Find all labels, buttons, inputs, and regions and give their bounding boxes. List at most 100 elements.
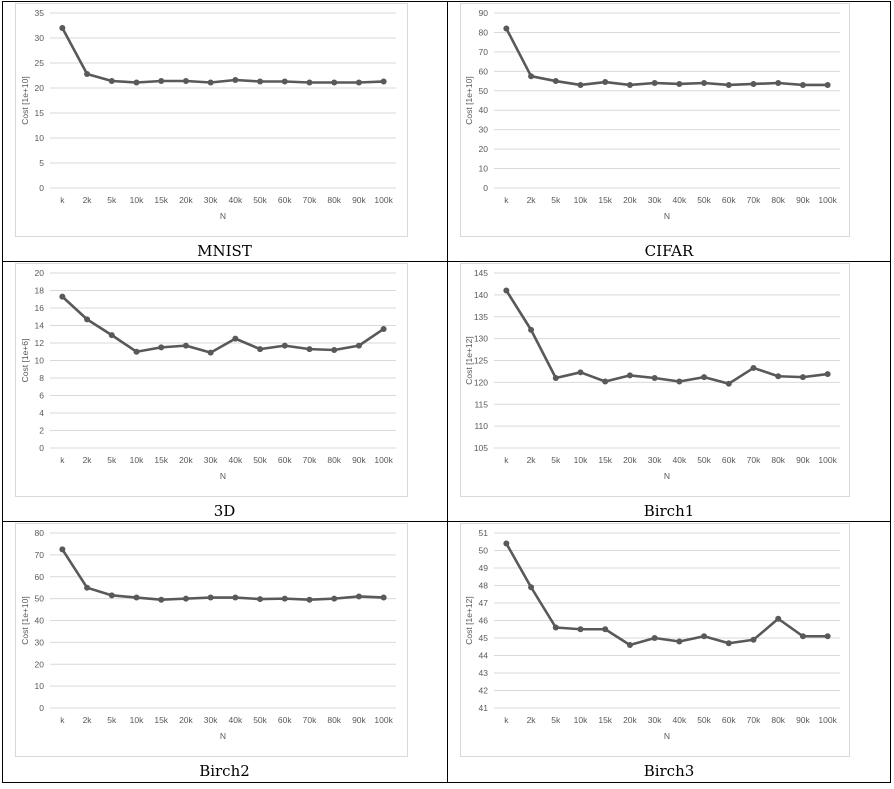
y-tick-label: 0 [483, 183, 488, 193]
y-tick-label: 5 [39, 158, 44, 168]
y-tick-label: 20 [35, 83, 45, 93]
data-point [84, 71, 91, 77]
data-point [207, 79, 214, 86]
data-point [799, 81, 806, 88]
x-tick-label: 100k [818, 715, 837, 725]
data-point [306, 596, 313, 603]
data-point [503, 25, 510, 32]
y-tick-label: 40 [479, 105, 489, 115]
data-point [503, 287, 510, 294]
y-tick-label: 2 [39, 426, 44, 436]
x-tick-label: 60k [278, 195, 292, 205]
x-tick-label: 90k [352, 195, 366, 205]
y-tick-label: 30 [35, 33, 45, 43]
x-tick-label: 20k [179, 715, 193, 725]
y-tick-label: 46 [479, 616, 489, 626]
x-tick-label: 15k [154, 455, 168, 465]
x-tick-label: 60k [722, 715, 736, 725]
y-tick-label: 50 [35, 594, 45, 604]
data-point [257, 346, 264, 353]
data-point [182, 342, 189, 349]
x-tick-label: 70k [747, 455, 761, 465]
y-tick-label: 70 [35, 550, 45, 560]
y-tick-label: 10 [35, 356, 45, 366]
x-tick-label: 90k [352, 455, 366, 465]
y-tick-label: 60 [35, 572, 45, 582]
x-tick-label: 15k [598, 195, 612, 205]
x-tick-label: 5k [107, 455, 117, 465]
x-tick-label: 100k [374, 715, 393, 725]
x-tick-label: 20k [179, 455, 193, 465]
data-point [528, 73, 535, 80]
y-tick-label: 140 [474, 290, 488, 300]
x-tick-label: 30k [648, 715, 662, 725]
x-tick-label: 2k [527, 195, 537, 205]
y-tick-label: 49 [479, 563, 489, 573]
table-divider-vertical [447, 1, 448, 783]
chart-caption: Birch2 [199, 762, 250, 780]
y-tick-label: 10 [35, 133, 45, 143]
data-point [775, 373, 782, 380]
y-tick-label: 20 [479, 144, 489, 154]
data-point [602, 378, 609, 385]
x-tick-label: 15k [154, 715, 168, 725]
data-point [676, 378, 683, 385]
x-tick-label: 100k [818, 195, 837, 205]
data-point [626, 642, 633, 648]
y-axis-label: Cost [1e+12] [464, 336, 474, 384]
data-point [331, 79, 338, 86]
data-point [676, 638, 683, 645]
y-tick-label: 45 [479, 633, 489, 643]
y-tick-label: 4 [39, 408, 44, 418]
y-tick-label: 25 [35, 58, 45, 68]
y-tick-label: 130 [474, 334, 488, 344]
series-line [505, 289, 828, 385]
data-point [355, 342, 362, 349]
y-tick-label: 16 [35, 303, 45, 313]
x-tick-label: 80k [771, 455, 785, 465]
data-point [750, 80, 757, 87]
x-tick-label: 100k [374, 195, 393, 205]
series-line [61, 548, 384, 602]
y-tick-label: 43 [479, 668, 489, 678]
x-tick-label: 30k [648, 195, 662, 205]
x-tick-label: k [60, 455, 65, 465]
x-tick-label: 100k [818, 455, 837, 465]
data-point [232, 335, 239, 342]
x-tick-label: 80k [327, 715, 341, 725]
x-tick-label: 5k [551, 715, 561, 725]
data-point [602, 626, 609, 633]
series-line [61, 295, 385, 354]
data-point [552, 624, 559, 631]
series-line [505, 542, 828, 647]
x-tick-label: 80k [327, 195, 341, 205]
x-tick-label: 50k [697, 195, 711, 205]
chart-frame-2 [15, 263, 408, 497]
x-tick-label: 60k [722, 455, 736, 465]
y-tick-label: 30 [35, 637, 45, 647]
x-tick-label: 10k [130, 715, 144, 725]
y-tick-label: 44 [479, 651, 489, 661]
y-tick-label: 0 [39, 183, 44, 193]
x-tick-label: 30k [204, 195, 218, 205]
x-tick-label: 10k [574, 715, 588, 725]
data-point [306, 346, 313, 353]
x-tick-label: 5k [551, 455, 561, 465]
table-divider-row1 [2, 261, 891, 262]
x-axis-label: N [664, 211, 670, 221]
data-point [182, 78, 189, 84]
x-tick-label: 30k [648, 455, 662, 465]
data-point [503, 540, 510, 547]
data-point [84, 584, 91, 591]
data-point [257, 78, 264, 85]
data-point [528, 326, 535, 333]
y-tick-label: 80 [479, 27, 489, 37]
data-point [577, 81, 584, 88]
y-tick-label: 18 [35, 286, 45, 296]
x-tick-label: 2k [83, 715, 93, 725]
y-tick-label: 70 [479, 47, 489, 57]
